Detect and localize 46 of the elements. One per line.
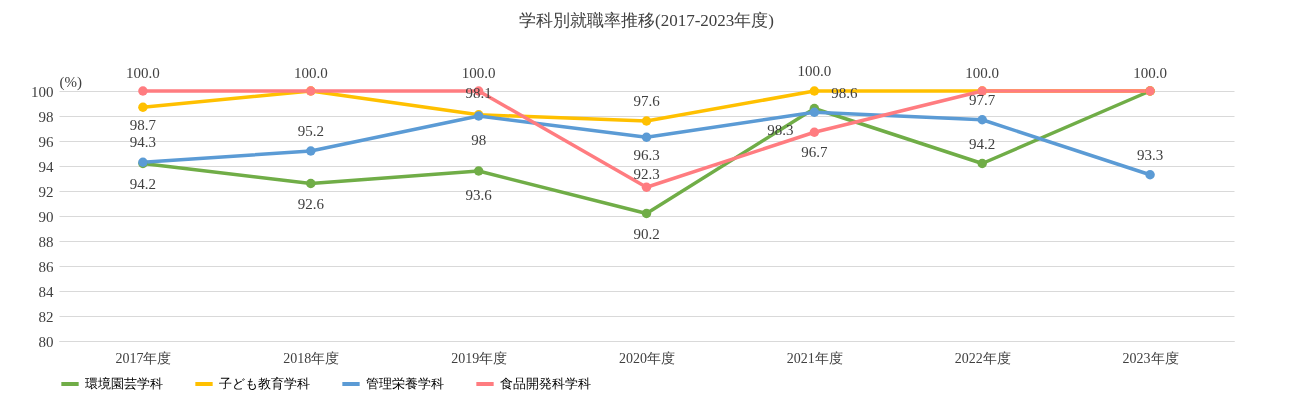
y-tick-label: 92 — [38, 183, 54, 200]
y-tick-label: 88 — [38, 233, 54, 250]
data-label: 93.6 — [465, 187, 493, 203]
data-label: 98.7 — [129, 117, 157, 134]
y-axis-title: (%) — [59, 73, 82, 91]
data-label: 92.6 — [297, 195, 325, 212]
x-tick-label: 2022年度 — [954, 350, 1011, 366]
legend-label: 子ども教育学科 — [219, 376, 310, 391]
data-label: 100.0 — [126, 65, 160, 81]
data-label: 94.3 — [129, 134, 157, 151]
y-tick-label: 86 — [38, 258, 54, 275]
data-label: 93.3 — [1136, 146, 1164, 163]
data-label: 94.2 — [969, 135, 996, 152]
x-tick-label: 2019年度 — [451, 350, 508, 366]
chart-title: 学科別就職率推移(2017-2023年度) — [519, 11, 774, 30]
legend-label: 管理栄養学科 — [366, 376, 444, 391]
legend-label: 環境園芸学科 — [85, 376, 163, 391]
x-tick-label: 2017年度 — [115, 350, 172, 366]
y-tick-label: 100 — [31, 83, 54, 100]
data-label: 98.1 — [465, 84, 492, 101]
x-tick-label: 2021年度 — [786, 350, 843, 366]
y-tick-label: 96 — [38, 133, 54, 150]
data-label: 100.0 — [1133, 65, 1167, 81]
data-label: 97.6 — [633, 93, 661, 109]
x-tick-label: 2023年度 — [1122, 350, 1179, 366]
y-tick-label: 80 — [38, 333, 54, 350]
data-label: 100.0 — [965, 65, 1000, 81]
data-label: 96.7 — [801, 144, 828, 161]
data-label: 92.3 — [633, 166, 660, 183]
data-label: 96.3 — [633, 147, 660, 164]
data-label: 100.0 — [797, 63, 832, 79]
x-tick-label: 2018年度 — [283, 350, 340, 366]
data-label: 94.2 — [129, 175, 157, 192]
x-tick-label: 2020年度 — [619, 350, 675, 366]
data-label: 100.0 — [293, 65, 328, 81]
y-tick-label: 82 — [38, 308, 54, 325]
data-label: 98 — [471, 132, 487, 148]
data-label: 100.0 — [461, 65, 496, 81]
y-tick-label: 90 — [38, 208, 54, 225]
y-tick-label: 84 — [38, 283, 54, 300]
data-label: 95.2 — [297, 123, 324, 139]
data-label: 97.7 — [969, 91, 996, 108]
y-tick-label: 94 — [38, 158, 54, 175]
legend-label: 食品開発科学科 — [500, 376, 591, 391]
data-label: 90.2 — [633, 225, 660, 242]
y-tick-label: 98 — [38, 108, 54, 125]
